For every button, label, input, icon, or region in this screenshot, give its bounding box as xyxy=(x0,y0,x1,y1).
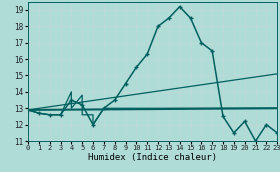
X-axis label: Humidex (Indice chaleur): Humidex (Indice chaleur) xyxy=(88,153,217,162)
